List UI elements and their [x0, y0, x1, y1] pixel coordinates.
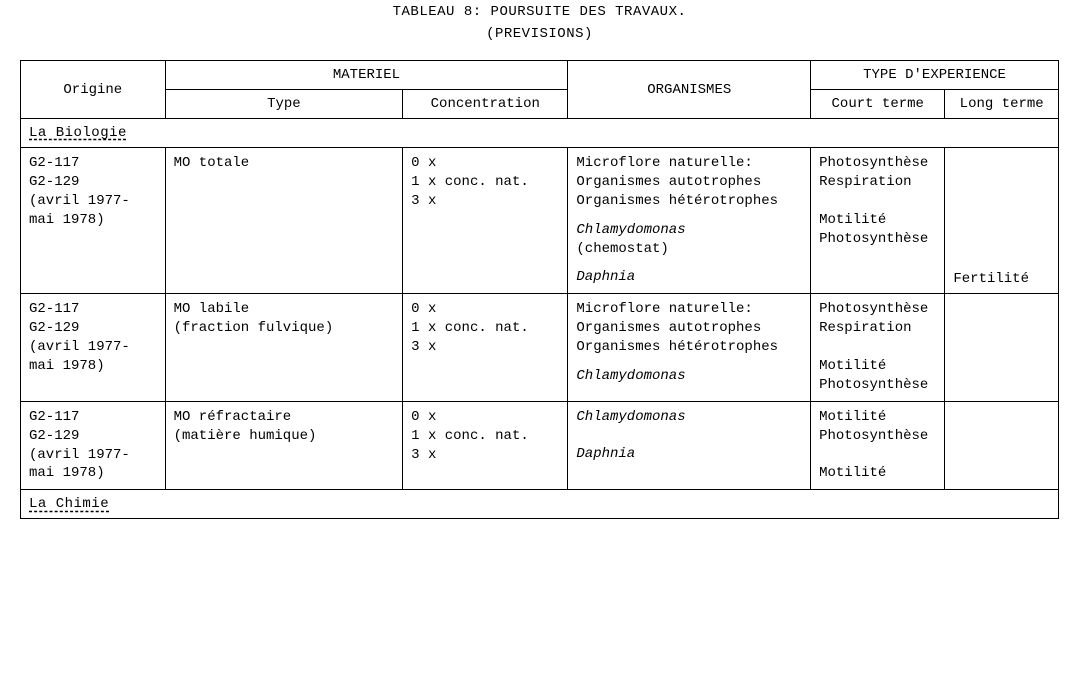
org-italic: Daphnia: [576, 268, 802, 287]
long-terme-value: Fertilité: [953, 271, 1050, 287]
section-label-biologie: La Biologie: [29, 125, 127, 141]
cell-organismes: Microflore naturelle: Organismes autotro…: [568, 148, 811, 294]
col-origine: Origine: [21, 61, 166, 119]
cell-origine: G2-117 G2-129 (avril 1977- mai 1978): [21, 294, 166, 401]
cell-type: MO totale: [165, 148, 403, 294]
cell-long-terme: [945, 401, 1059, 490]
cell-concentration: 0 x 1 x conc. nat. 3 x: [403, 148, 568, 294]
cell-organismes: Microflore naturelle: Organismes autotro…: [568, 294, 811, 401]
org-italic: Chlamydomonas: [576, 408, 802, 427]
col-materiel: MATERIEL: [165, 61, 568, 90]
cell-origine: G2-117 G2-129 (avril 1977- mai 1978): [21, 401, 166, 490]
data-table: Origine MATERIEL ORGANISMES TYPE D'EXPER…: [20, 60, 1059, 519]
cell-type: MO labile (fraction fulvique): [165, 294, 403, 401]
col-long-terme: Long terme: [945, 90, 1059, 119]
cell-origine: G2-117 G2-129 (avril 1977- mai 1978): [21, 148, 166, 294]
org-line: Organismes hétérotrophes: [576, 338, 802, 357]
col-type: Type: [165, 90, 403, 119]
page: TABLEAU 8: POURSUITE DES TRAVAUX. (PREVI…: [0, 0, 1079, 529]
table-row: G2-117 G2-129 (avril 1977- mai 1978) MO …: [21, 148, 1059, 294]
section-row-biologie: La Biologie: [21, 119, 1059, 148]
header-row-1: Origine MATERIEL ORGANISMES TYPE D'EXPER…: [21, 61, 1059, 90]
org-sub: (chemostat): [576, 240, 802, 259]
cell-organismes: Chlamydomonas Daphnia: [568, 401, 811, 490]
table-subtitle: (PREVISIONS): [20, 26, 1059, 42]
org-line: Organismes autotrophes: [576, 173, 802, 192]
org-intro: Microflore naturelle:: [576, 300, 802, 319]
cell-long-terme: [945, 294, 1059, 401]
col-organismes: ORGANISMES: [568, 61, 811, 119]
section-row-chimie: La Chimie: [21, 490, 1059, 519]
cell-long-terme: Fertilité: [945, 148, 1059, 294]
col-type-exp: TYPE D'EXPERIENCE: [811, 61, 1059, 90]
org-italic: Daphnia: [576, 445, 802, 464]
table-title: TABLEAU 8: POURSUITE DES TRAVAUX.: [20, 4, 1059, 20]
cell-type: MO réfractaire (matière humique): [165, 401, 403, 490]
org-intro: Microflore naturelle:: [576, 154, 802, 173]
org-italic: Chlamydomonas: [576, 221, 802, 240]
section-label-chimie: La Chimie: [29, 496, 109, 512]
table-row: G2-117 G2-129 (avril 1977- mai 1978) MO …: [21, 294, 1059, 401]
col-concentration: Concentration: [403, 90, 568, 119]
table-row: G2-117 G2-129 (avril 1977- mai 1978) MO …: [21, 401, 1059, 490]
cell-court-terme: Motilité Photosynthèse Motilité: [811, 401, 945, 490]
cell-concentration: 0 x 1 x conc. nat. 3 x: [403, 401, 568, 490]
title-block: TABLEAU 8: POURSUITE DES TRAVAUX. (PREVI…: [20, 4, 1059, 42]
cell-court-terme: Photosynthèse Respiration Motilité Photo…: [811, 148, 945, 294]
cell-court-terme: Photosynthèse Respiration Motilité Photo…: [811, 294, 945, 401]
org-line: Organismes autotrophes: [576, 319, 802, 338]
org-italic: Chlamydomonas: [576, 367, 802, 386]
cell-concentration: 0 x 1 x conc. nat. 3 x: [403, 294, 568, 401]
org-line: Organismes hétérotrophes: [576, 192, 802, 211]
header-row-2: Type Concentration Court terme Long term…: [21, 90, 1059, 119]
col-court-terme: Court terme: [811, 90, 945, 119]
